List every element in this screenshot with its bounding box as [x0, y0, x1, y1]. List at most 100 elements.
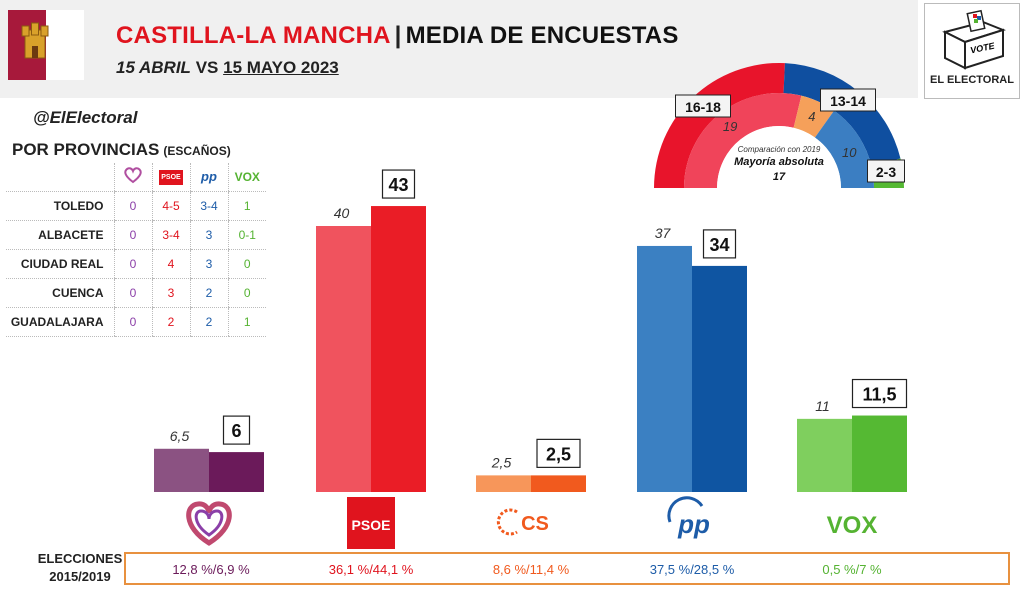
donut-inner-label-2: 10 — [842, 145, 857, 160]
donut-inner-slice-0 — [684, 92, 802, 188]
donut-outer-slice-0 — [654, 63, 785, 188]
pp-logo-text: pp — [677, 509, 710, 539]
vox-seats: 0 — [227, 249, 266, 279]
province-row: ALBACETE 0 3-4 3 0-1 — [6, 220, 266, 250]
donut-inner-label-0: 19 — [723, 119, 737, 134]
bar-podemos-mayo — [209, 452, 264, 492]
bar-psoe-mayo — [371, 206, 426, 493]
vox-seats: 0 — [227, 278, 266, 308]
elections-results-box — [124, 552, 1010, 585]
elections-label-line2: 2015/2019 — [49, 569, 111, 584]
data-label-cs-abril: 2,5 — [491, 454, 512, 470]
bar-cs-mayo — [531, 475, 586, 492]
psoe-seats: 3-4 — [151, 220, 190, 250]
province-name: ALBACETE — [6, 220, 114, 250]
donut-center-small: Comparación con 2019 — [738, 145, 821, 154]
podemos-heart-icon — [113, 163, 152, 192]
donut-inner-slice-2 — [814, 110, 874, 188]
vox-logo-icon: VOX — [227, 163, 266, 192]
pp-logo-text: pp — [201, 169, 217, 185]
podemos-seats: 0 — [113, 191, 152, 221]
provinces-title: POR PROVINCIAS (ESCAÑOS) — [12, 140, 231, 160]
elections-label-line1: ELECCIONES — [37, 551, 123, 566]
pp-election-result: 37,5 %/28,5 % — [649, 562, 735, 577]
donut-outer-label-box-1 — [820, 88, 876, 112]
donut-outer-label-0: 16-18 — [685, 99, 721, 115]
pp-seats: 3 — [189, 220, 228, 250]
podemos-heart-inner — [194, 509, 224, 537]
donut-inner-label-1: 4 — [808, 109, 815, 124]
bar-vox-mayo — [852, 415, 907, 492]
vox-logo-text: VOX — [827, 512, 878, 539]
province-name: CUENCA — [6, 278, 114, 308]
castilla-la-mancha-flag — [8, 10, 84, 80]
ballot-box-icon: VOTE — [942, 9, 1006, 70]
data-label-pp-abril: 37 — [655, 225, 672, 241]
data-label-psoe-abril: 40 — [334, 205, 350, 221]
page-subtitle: 15 ABRIL VS 15 MAYO 2023 — [116, 58, 339, 78]
subtitle-date-a: 15 ABRIL — [116, 58, 191, 77]
subtitle-date-b: 15 MAYO 2023 — [223, 58, 339, 77]
pp-seats: 2 — [189, 307, 228, 337]
title-rest: MEDIA DE ENCUESTAS — [405, 22, 679, 49]
psoe-seats: 2 — [151, 307, 190, 337]
pp-seats: 3 — [189, 249, 228, 279]
title-region: CASTILLA-LA MANCHA — [116, 22, 391, 49]
psoe-election-result: 36,1 %/44,1 % — [328, 562, 414, 577]
bar-vox-abril — [797, 418, 852, 492]
psoe-logo-icon — [347, 497, 395, 549]
vox-seats: 1 — [227, 191, 266, 221]
data-label-box-podemos-mayo — [222, 415, 251, 445]
vox-logo-text: VOX — [234, 169, 260, 184]
vox-election-result: 0,5 %/7 % — [822, 562, 882, 577]
podemos-seats: 0 — [113, 307, 152, 337]
podemos-seats: 0 — [113, 249, 152, 279]
donut-center-title: Mayoría absoluta — [734, 156, 824, 168]
subtitle-vs: VS — [195, 58, 219, 77]
pp-logo-icon: pp — [189, 163, 228, 192]
provinces-subtitle: (ESCAÑOS) — [163, 144, 231, 158]
provinces-table: PSOE pp VOX TOLEDO 0 4-5 3-4 1 ALBACETE … — [6, 163, 266, 337]
el-electoral-logo: VOTE EL ELECTORAL — [924, 3, 1020, 99]
psoe-seats: 3 — [151, 278, 190, 308]
province-name: TOLEDO — [6, 191, 114, 221]
provinces-header-row: PSOE pp VOX — [6, 163, 266, 192]
elections-label: ELECCIONES 2015/2019 — [25, 550, 135, 586]
title-separator: | — [394, 22, 402, 49]
province-name: GUADALAJARA — [6, 307, 114, 337]
data-label-cs-mayo: 2,5 — [546, 444, 571, 464]
vox-seats: 0-1 — [227, 220, 266, 250]
cs-logo-text: CS — [521, 513, 549, 535]
cs-logo-icon — [496, 508, 518, 536]
podemos-seats: 0 — [113, 278, 152, 308]
data-label-podemos-mayo: 6 — [231, 421, 241, 441]
data-label-pp-mayo: 34 — [709, 235, 729, 255]
province-row: TOLEDO 0 4-5 3-4 1 — [6, 191, 266, 221]
cs-election-result: 8,6 %/11,4 % — [492, 562, 570, 577]
donut-center-value: 17 — [773, 171, 786, 183]
data-label-box-psoe-mayo — [381, 169, 416, 199]
donut-outer-label-box-2 — [867, 159, 905, 183]
podemos-seats: 0 — [113, 220, 152, 250]
data-label-psoe-mayo: 43 — [388, 175, 408, 195]
table-corner — [6, 163, 114, 192]
donut-center — [717, 126, 841, 188]
province-row: GUADALAJARA 0 2 2 1 — [6, 307, 266, 337]
logo-brand-text: EL ELECTORAL — [930, 74, 1014, 86]
twitter-handle: @ElElectoral — [33, 108, 138, 127]
province-row: CUENCA 0 3 2 0 — [6, 278, 266, 308]
data-label-podemos-abril: 6,5 — [170, 428, 190, 444]
pp-seats: 3-4 — [189, 191, 228, 221]
psoe-logo-text: PSOE — [159, 170, 183, 186]
psoe-logo-text: PSOE — [352, 517, 391, 533]
data-label-vox-mayo: 11,5 — [862, 385, 896, 405]
donut-outer-label-box-0 — [675, 94, 731, 118]
province-name: CIUDAD REAL — [6, 249, 114, 279]
psoe-logo-icon: PSOE — [151, 163, 190, 192]
data-label-box-pp-mayo — [702, 229, 737, 259]
data-label-box-vox-mayo — [851, 378, 908, 409]
donut-outer-label-1: 13-14 — [830, 93, 866, 109]
data-label-box-cs-mayo — [536, 438, 581, 468]
psoe-seats: 4 — [151, 249, 190, 279]
